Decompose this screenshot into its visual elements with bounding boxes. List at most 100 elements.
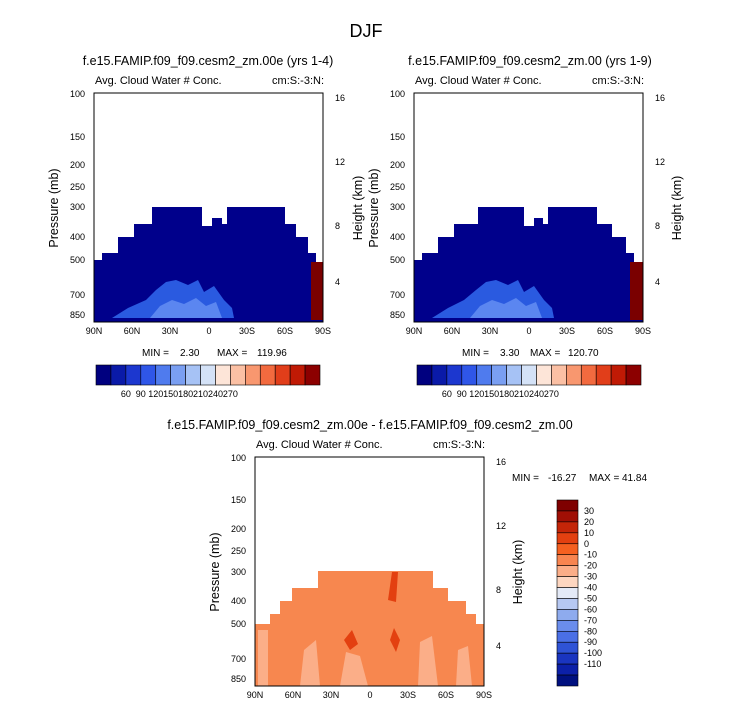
panel-1-field-deep bbox=[94, 207, 323, 322]
panel-2: f.e15.FAMIP.f09_f09.cesm2_zm.00 (yrs 1-9… bbox=[367, 54, 684, 399]
colorbar-box bbox=[556, 543, 579, 556]
panel-2-y-tick: 850 bbox=[390, 310, 405, 320]
colorbar-box bbox=[556, 652, 579, 665]
colorbar-box bbox=[556, 587, 579, 599]
colorbar-box bbox=[556, 521, 579, 534]
panel-1-x-tick: 90S bbox=[315, 326, 331, 336]
colorbar-tick-label: 210 bbox=[514, 389, 529, 399]
colorbar-tick-label: -80 bbox=[584, 626, 597, 636]
colorbar-tick-label: 20 bbox=[584, 517, 594, 527]
colorbar-box bbox=[506, 364, 522, 386]
panel-2-field-deep bbox=[414, 207, 643, 322]
colorbar-box bbox=[304, 364, 321, 386]
panel-3-colorbar bbox=[556, 499, 579, 687]
panel-1-x-tick: 30N bbox=[162, 326, 179, 336]
panel-3-y2-tick: 12 bbox=[496, 521, 506, 531]
panel-1-x-tick: 90N bbox=[86, 326, 103, 336]
colorbar-box bbox=[556, 576, 579, 588]
panel-3-x-tick: 90N bbox=[247, 690, 264, 700]
panel-1-y-tick: 250 bbox=[70, 182, 85, 192]
colorbar-box bbox=[556, 598, 579, 610]
panel-1-y-tick: 500 bbox=[70, 255, 85, 265]
panel-2-x-tick: 60N bbox=[444, 326, 461, 336]
colorbar-box bbox=[556, 630, 579, 643]
panel-3-y-tick: 500 bbox=[231, 619, 246, 629]
panel-1-y-tick: 700 bbox=[70, 290, 85, 300]
panel-3-title: f.e15.FAMIP.f09_f09.cesm2_zm.00e - f.e15… bbox=[167, 418, 572, 432]
colorbar-box bbox=[245, 364, 261, 386]
panel-3-y-tick: 300 bbox=[231, 567, 246, 577]
panel-2-x-tick: 90S bbox=[635, 326, 651, 336]
panel-2-min-value: 3.30 bbox=[500, 348, 520, 359]
panel-1-colorbar-ticks: 60 90 120 150 180 210 240 270 bbox=[121, 389, 238, 399]
panel-1-plot-frame bbox=[93, 92, 324, 323]
panel-1-plot-area bbox=[93, 92, 324, 323]
colorbar-box bbox=[259, 364, 276, 386]
panel-1-y-tick: 400 bbox=[70, 232, 85, 242]
colorbar-box bbox=[446, 364, 463, 386]
panel-1-y-tick: 850 bbox=[70, 310, 85, 320]
panel-3-x-tick: 60S bbox=[438, 690, 454, 700]
figure-title: DJF bbox=[350, 21, 383, 41]
colorbar-tick-label: 180 bbox=[178, 389, 193, 399]
colorbar-tick-label: 210 bbox=[193, 389, 208, 399]
panel-2-x-ticks: 90N 60N 30N 0 30S 60S 90S bbox=[406, 326, 651, 336]
panel-2-y-tick: 200 bbox=[390, 160, 405, 170]
colorbar-tick-label: -30 bbox=[584, 572, 597, 582]
panel-1-field-lighter bbox=[150, 298, 222, 318]
colorbar-box bbox=[476, 364, 492, 386]
colorbar-box bbox=[566, 364, 582, 386]
panel-1-x-ticks: 90N 60N 30N 0 30S 60S 90S bbox=[86, 326, 331, 336]
panel-3-field-light bbox=[258, 630, 472, 686]
colorbar-box bbox=[110, 364, 127, 386]
colorbar-tick-label: 150 bbox=[484, 389, 499, 399]
panel-1-subtitle-left: Avg. Cloud Water # Conc. bbox=[95, 75, 222, 87]
panel-3-y-tick: 250 bbox=[231, 546, 246, 556]
panel-1-stats: MIN = 2.30 MAX = 119.96 bbox=[142, 348, 287, 359]
panel-3-x-tick: 60N bbox=[285, 690, 302, 700]
colorbar-tick-label: 270 bbox=[544, 389, 559, 399]
panel-1-y-ticks: 100 150 200 250 300 400 500 700 850 bbox=[70, 89, 85, 320]
colorbar-box bbox=[556, 554, 579, 566]
panel-1-x-tick: 30S bbox=[239, 326, 255, 336]
colorbar-tick-label: -110 bbox=[584, 659, 601, 669]
colorbar-tick-label: -20 bbox=[584, 561, 597, 571]
colorbar-tick-label: 30 bbox=[584, 506, 594, 516]
panel-1-y-tick: 100 bbox=[70, 89, 85, 99]
colorbar-box bbox=[625, 364, 642, 386]
colorbar-box bbox=[431, 364, 448, 386]
panel-1-y2-tick: 4 bbox=[335, 277, 340, 287]
colorbar-tick-label: 150 bbox=[163, 389, 178, 399]
colorbar-tick-label: 10 bbox=[584, 528, 594, 538]
panel-1-y-tick: 150 bbox=[70, 132, 85, 142]
panel-3-min-label: MIN = bbox=[512, 473, 539, 484]
panel-3-y2-tick: 16 bbox=[496, 457, 506, 467]
panel-3-x-tick: 30N bbox=[323, 690, 340, 700]
panel-3-ylabel: Pressure (mb) bbox=[208, 532, 222, 611]
panel-3-y-tick: 400 bbox=[231, 596, 246, 606]
panel-3-y-ticks: 100 150 200 250 300 400 500 700 850 bbox=[231, 453, 246, 684]
colorbar-tick-label: 90 bbox=[136, 389, 146, 399]
colorbar-box bbox=[274, 364, 291, 386]
colorbar-box bbox=[556, 510, 579, 523]
panel-2-x-tick: 30S bbox=[559, 326, 575, 336]
panel-3-stats: MIN = -16.27 MAX = 41.84 bbox=[512, 473, 647, 484]
colorbar-box bbox=[230, 364, 246, 386]
colorbar-tick-label: -100 bbox=[584, 648, 602, 658]
panel-2-y2-ticks: 16 12 8 4 bbox=[655, 93, 665, 287]
panel-1-y2-tick: 12 bbox=[335, 157, 345, 167]
panel-3-x-ticks: 90N 60N 30N 0 30S 60S 90S bbox=[247, 690, 492, 700]
panel-2-edge-dark bbox=[630, 262, 643, 320]
colorbar-box bbox=[95, 364, 112, 386]
panel-1-min-label: MIN = bbox=[142, 348, 169, 359]
panel-3-x-tick: 0 bbox=[367, 690, 372, 700]
colorbar-box bbox=[610, 364, 627, 386]
panel-2-y2-tick: 16 bbox=[655, 93, 665, 103]
panel-2-x-tick: 0 bbox=[526, 326, 531, 336]
panel-2-y-tick: 400 bbox=[390, 232, 405, 242]
panel-1-min-value: 2.30 bbox=[180, 348, 200, 359]
panel-3-field-dark bbox=[344, 572, 400, 652]
panel-2-stats: MIN = 3.30 MAX = 120.70 bbox=[462, 348, 599, 359]
panel-2-ylabel: Pressure (mb) bbox=[367, 168, 381, 247]
